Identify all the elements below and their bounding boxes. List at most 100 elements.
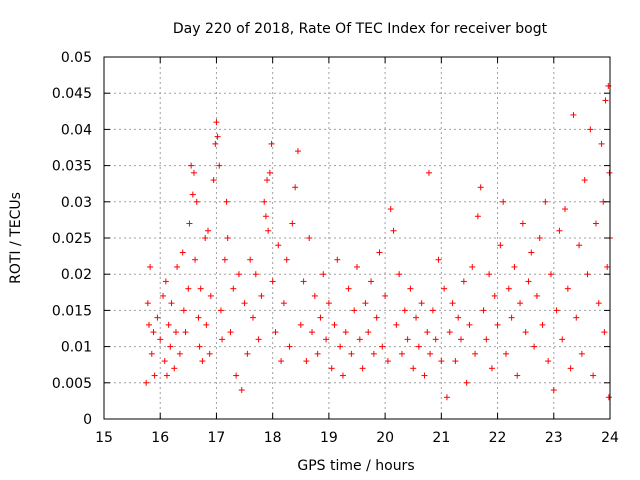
data-point bbox=[567, 365, 574, 372]
data-point bbox=[480, 307, 487, 314]
x-axis: 15 16 17 18 19 20 21 22 23 24 bbox=[95, 57, 619, 446]
data-point bbox=[418, 300, 425, 307]
data-point bbox=[446, 329, 453, 336]
data-point bbox=[241, 300, 248, 307]
data-point bbox=[244, 350, 251, 357]
y-tick-label: 0.015 bbox=[52, 303, 92, 319]
data-point bbox=[212, 140, 219, 147]
data-point bbox=[573, 314, 580, 321]
data-point bbox=[362, 300, 369, 307]
data-point bbox=[233, 372, 240, 379]
data-point bbox=[604, 263, 611, 270]
data-point bbox=[368, 278, 375, 285]
data-point bbox=[280, 300, 287, 307]
y-tick-label: 0.005 bbox=[52, 376, 92, 392]
data-point bbox=[578, 350, 585, 357]
data-point bbox=[351, 307, 358, 314]
data-point bbox=[264, 177, 271, 184]
data-point bbox=[258, 292, 265, 299]
data-point bbox=[404, 336, 411, 343]
data-point bbox=[354, 263, 360, 270]
data-point bbox=[337, 343, 344, 350]
data-point bbox=[533, 292, 540, 299]
data-point bbox=[536, 235, 543, 241]
data-point bbox=[314, 350, 321, 357]
data-point bbox=[268, 140, 275, 147]
data-point bbox=[216, 162, 223, 169]
data-point bbox=[413, 314, 420, 321]
data-point bbox=[460, 278, 467, 285]
data-point bbox=[379, 343, 386, 350]
data-point bbox=[559, 336, 566, 343]
data-point bbox=[443, 394, 450, 401]
y-tick-label: 0.04 bbox=[61, 122, 92, 138]
data-point bbox=[196, 343, 203, 350]
data-point bbox=[311, 292, 318, 299]
data-point bbox=[210, 177, 217, 184]
y-tick-label: 0.05 bbox=[61, 50, 92, 66]
data-point bbox=[265, 227, 272, 234]
data-point bbox=[219, 336, 226, 343]
data-point bbox=[592, 220, 599, 227]
data-point bbox=[186, 220, 193, 227]
data-point bbox=[449, 300, 456, 307]
data-point bbox=[192, 256, 199, 263]
y-tick-label: 0.01 bbox=[61, 340, 92, 356]
data-point bbox=[249, 314, 256, 321]
data-point bbox=[508, 314, 515, 321]
y-tick-label: 0 bbox=[83, 412, 92, 428]
data-point bbox=[331, 321, 338, 328]
data-point bbox=[227, 329, 234, 336]
data-point bbox=[598, 140, 605, 147]
x-tick-label: 21 bbox=[432, 430, 450, 446]
data-point bbox=[188, 162, 195, 169]
data-point bbox=[500, 198, 507, 205]
data-point bbox=[463, 379, 470, 386]
data-point bbox=[505, 285, 512, 292]
data-point bbox=[398, 350, 405, 357]
data-point bbox=[292, 184, 299, 191]
data-point bbox=[163, 372, 170, 379]
data-point bbox=[602, 97, 609, 104]
data-point bbox=[182, 329, 189, 336]
data-point bbox=[328, 365, 335, 372]
data-point bbox=[300, 278, 307, 285]
data-point bbox=[189, 191, 196, 198]
data-point bbox=[556, 227, 563, 234]
data-point bbox=[252, 271, 259, 278]
data-point bbox=[421, 372, 428, 379]
data-point bbox=[190, 169, 197, 176]
y-axis: 0 0.005 0.01 0.015 0.02 0.025 0.03 0.035 0.04 0.0… bbox=[52, 50, 610, 428]
data-point bbox=[564, 285, 571, 292]
data-point bbox=[224, 235, 231, 241]
data-point bbox=[303, 358, 310, 365]
data-point bbox=[195, 314, 202, 321]
x-tick-label: 17 bbox=[208, 430, 226, 446]
data-point bbox=[384, 358, 391, 365]
data-point bbox=[542, 198, 549, 205]
data-point bbox=[373, 314, 380, 321]
data-point bbox=[144, 300, 151, 307]
data-point bbox=[595, 300, 602, 307]
data-point bbox=[262, 213, 269, 220]
data-point bbox=[472, 350, 479, 357]
data-point bbox=[334, 256, 341, 263]
data-point bbox=[168, 300, 175, 307]
data-point bbox=[174, 263, 181, 270]
data-point bbox=[283, 256, 290, 263]
chart-title: Day 220 of 2018, Rate Of TEC Index for r… bbox=[173, 21, 548, 37]
data-point bbox=[176, 350, 183, 357]
data-point bbox=[162, 278, 169, 285]
data-point bbox=[161, 358, 168, 365]
data-point bbox=[494, 321, 501, 328]
data-point bbox=[502, 350, 509, 357]
data-point bbox=[522, 329, 529, 336]
data-point bbox=[151, 372, 158, 379]
data-point bbox=[519, 220, 526, 227]
data-point bbox=[323, 336, 330, 343]
data-point bbox=[427, 350, 434, 357]
data-point bbox=[143, 379, 150, 386]
data-point bbox=[223, 198, 230, 205]
data-point bbox=[469, 263, 476, 270]
